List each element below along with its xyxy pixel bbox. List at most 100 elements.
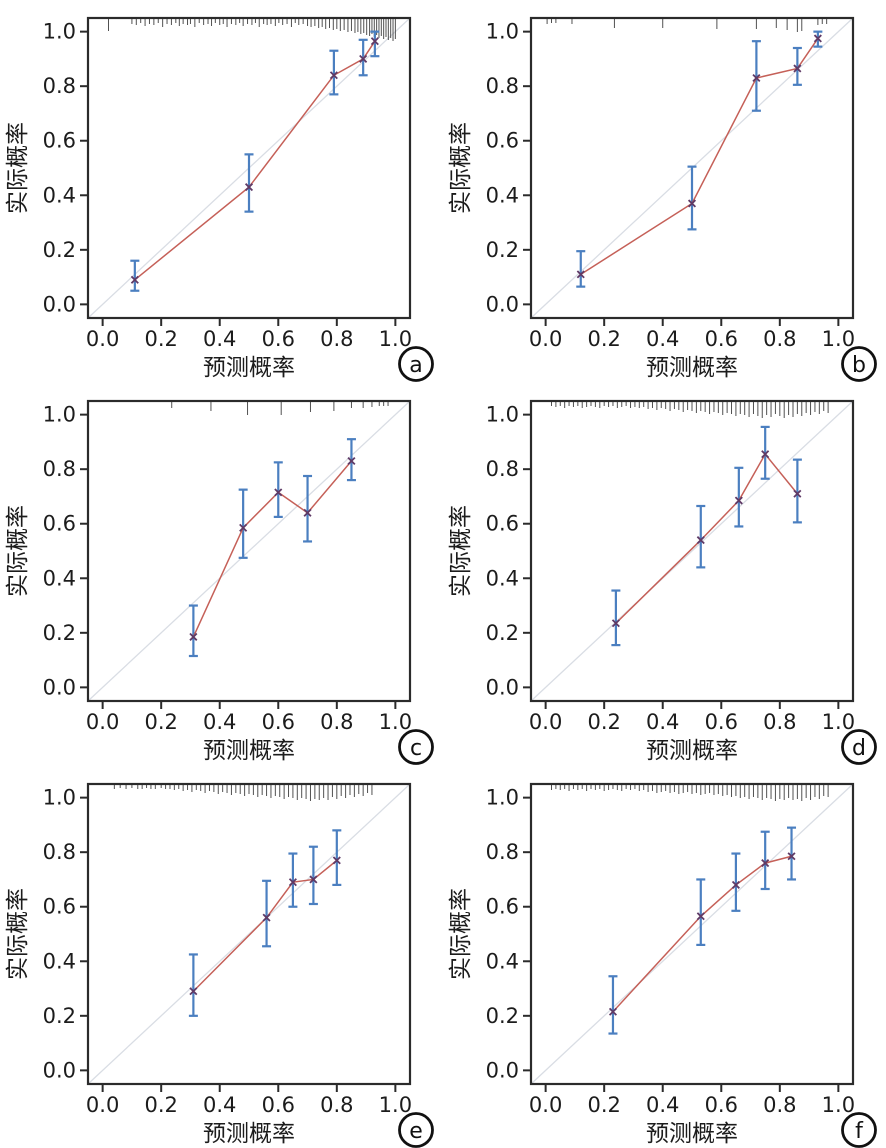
y-tick-label: 0.8 [486, 840, 519, 864]
y-tick-label: 0.0 [43, 1058, 76, 1082]
data-point-marker [329, 71, 338, 80]
error-bar [130, 259, 140, 292]
diagonal-reference-line [530, 783, 854, 1085]
x-tick-label: 0.0 [529, 710, 562, 734]
y-tick-label: 0.0 [486, 1058, 519, 1082]
error-bar [576, 250, 586, 288]
y-tick-label: 0.4 [43, 949, 76, 973]
x-tick-label: 0.2 [144, 1093, 177, 1117]
error-bar [244, 153, 254, 213]
calibration-plot-e: 0.0 0.2 0.4 0.6 0.8 1.0 0.0 0.2 0.4 0.6 0.8 1.0 预测概率… [5, 782, 434, 1148]
y-tick-label: 0.8 [43, 74, 76, 98]
x-tick-label: 0.8 [763, 1093, 796, 1117]
y-tick-label: 0.2 [486, 621, 519, 645]
data-point-marker [288, 878, 297, 887]
data-point-marker [752, 73, 761, 83]
data-point-marker [576, 270, 585, 279]
x-tick-label: 1.0 [822, 327, 855, 351]
panel-letter: c [410, 736, 422, 761]
y-tick-label: 0.4 [486, 949, 519, 973]
error-bar [608, 975, 618, 1035]
y-tick-label: 0.2 [486, 238, 519, 262]
error-bar [696, 504, 706, 569]
data-point-marker [761, 859, 770, 868]
panel-letter-circle [841, 1112, 877, 1148]
data-point-marker [189, 987, 198, 996]
data-point-marker [813, 34, 822, 43]
x-axis-label: 预测概率 [203, 738, 295, 764]
y-tick-label: 1.0 [486, 20, 519, 44]
y-tick-label: 0.6 [486, 129, 519, 153]
y-axis-label: 实际概率 [5, 505, 31, 597]
x-tick-label: 0.8 [320, 327, 353, 351]
y-tick-label: 0.4 [43, 183, 76, 207]
error-bar [346, 438, 356, 482]
data-point-marker [347, 456, 356, 466]
y-tick-label: 0.0 [43, 292, 76, 316]
x-tick-label: 0.6 [262, 327, 295, 351]
panel-letter: d [852, 736, 866, 761]
panel-letter-badge: a [398, 346, 434, 382]
y-tick-label: 0.6 [486, 512, 519, 536]
y-tick-label: 0.2 [43, 238, 76, 262]
x-axis-label: 预测概率 [646, 1121, 738, 1147]
x-tick-label: 0.4 [203, 710, 236, 734]
error-bar [731, 852, 741, 912]
y-axis-label: 实际概率 [5, 122, 31, 214]
axes-box [529, 782, 855, 1086]
x-tick-label: 0.6 [262, 1093, 295, 1117]
error-bar [734, 466, 744, 528]
x-tick-label: 0.4 [646, 1093, 679, 1117]
data-point-marker [793, 64, 802, 73]
data-point-marker [611, 619, 620, 628]
x-tick-label: 0.6 [262, 710, 295, 734]
error-bar [760, 425, 770, 480]
error-bar [273, 461, 283, 519]
y-axis-label: 实际概率 [5, 888, 31, 980]
panel-letter-circle [398, 729, 434, 765]
data-point-marker [370, 37, 379, 46]
y-tick-label: 1.0 [43, 786, 76, 810]
error-bar [332, 829, 342, 887]
diagonal-reference-line [530, 400, 854, 702]
panel-e: 0.0 0.2 0.4 0.6 0.8 1.0 0.0 0.2 0.4 0.6 0.8 1.0 预测概率… [0, 766, 443, 1148]
panel-letter: e [409, 1119, 423, 1144]
x-tick-label: 0.6 [705, 710, 738, 734]
error-bar [329, 49, 339, 96]
error-bar [288, 852, 298, 908]
panel-letter: f [855, 1119, 864, 1144]
error-bar [792, 46, 802, 86]
y-tick-label: 0.2 [43, 1004, 76, 1028]
axes-box [529, 399, 855, 703]
panel-letter-badge: e [398, 1112, 434, 1148]
y-tick-label: 0.6 [43, 512, 76, 536]
y-tick-label: 0.8 [43, 457, 76, 481]
data-point-marker [262, 913, 271, 922]
data-point-marker [244, 183, 254, 192]
x-tick-label: 0.0 [529, 1093, 562, 1117]
axes-box [86, 16, 412, 320]
data-point-marker [189, 632, 198, 641]
y-tick-label: 0.0 [486, 292, 519, 316]
data-point-marker [130, 275, 139, 284]
calibration-line [134, 40, 376, 281]
data-point-marker [309, 875, 318, 884]
calibration-plot-f: 0.0 0.2 0.4 0.6 0.8 1.0 0.0 0.2 0.4 0.6 0.8 1.0 预测概率… [448, 782, 877, 1148]
x-tick-label: 1.0 [822, 710, 855, 734]
x-tick-label: 0.2 [144, 710, 177, 734]
error-bar [308, 845, 318, 906]
panel-letter-badge: d [841, 729, 877, 765]
data-point-marker [696, 912, 705, 921]
x-tick-label: 0.0 [86, 710, 119, 734]
data-point-marker [274, 488, 283, 497]
panel-letter-circle [398, 346, 434, 382]
calibration-plot-a: 0.0 0.2 0.4 0.6 0.8 1.0 0.0 0.2 0.4 0.6 0.8 1.0 预测概率… [5, 16, 434, 382]
axes-box [529, 16, 855, 320]
x-axis-label: 预测概率 [646, 355, 738, 381]
x-tick-label: 1.0 [379, 327, 412, 351]
x-tick-label: 0.4 [646, 710, 679, 734]
calibration-plot-d: 0.0 0.2 0.4 0.6 0.8 1.0 0.0 0.2 0.4 0.6 0.8 1.0 预测概率… [448, 399, 877, 765]
data-point-marker [608, 1007, 618, 1016]
error-bar [303, 474, 313, 543]
